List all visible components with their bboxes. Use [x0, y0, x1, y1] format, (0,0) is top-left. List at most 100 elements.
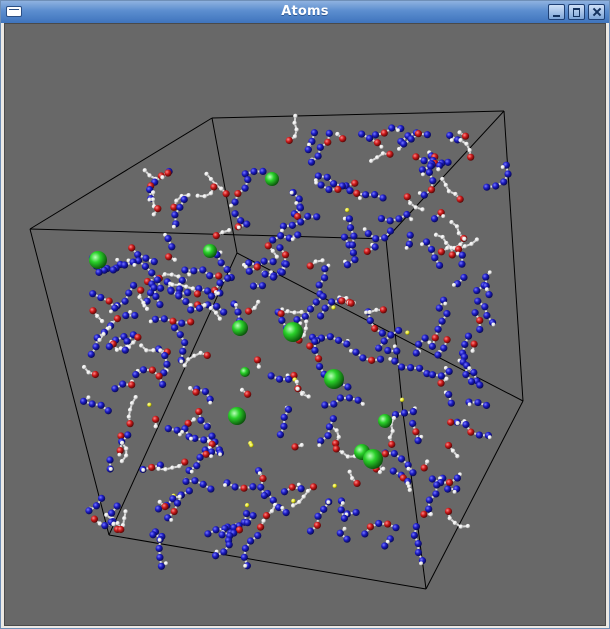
- molecule-render[interactable]: [5, 24, 605, 625]
- atom-white: [367, 309, 372, 315]
- atom-white: [404, 245, 409, 250]
- atom-blue: [326, 333, 334, 341]
- atom-blue: [438, 317, 446, 325]
- atom-blue: [423, 131, 431, 139]
- atom-blue: [187, 306, 195, 314]
- atom-green: [228, 407, 246, 425]
- atom-blue: [284, 405, 293, 414]
- atom-white: [147, 197, 152, 202]
- atom-blue: [153, 276, 162, 284]
- atom-blue: [437, 372, 445, 380]
- atom-blue: [392, 524, 400, 532]
- atom-red: [291, 443, 299, 451]
- atom-white: [163, 467, 168, 472]
- atom-white: [344, 295, 349, 301]
- atom-green: [203, 244, 217, 258]
- atom-blue: [278, 316, 286, 324]
- atom-blue: [407, 135, 415, 143]
- atom-white: [223, 483, 228, 488]
- atom-white: [299, 442, 305, 448]
- atom-blue: [412, 523, 420, 531]
- atom-blue: [242, 510, 251, 518]
- atom-blue: [349, 249, 358, 257]
- atom-blue: [244, 175, 252, 184]
- atom-white: [421, 172, 426, 177]
- atom-blue: [409, 469, 417, 477]
- atom-blue: [89, 290, 97, 298]
- minimize-button[interactable]: [548, 4, 565, 20]
- box-edge: [29, 228, 110, 536]
- atom-red: [309, 483, 318, 491]
- atom-blue: [346, 187, 354, 195]
- atom-white: [131, 340, 136, 345]
- atom-white: [295, 386, 300, 391]
- box-edge: [108, 252, 238, 536]
- box-edge: [211, 110, 505, 119]
- atom-blue: [141, 262, 150, 271]
- atom-white: [95, 313, 100, 319]
- atom-white: [153, 424, 158, 429]
- atom-red: [306, 262, 314, 270]
- atom-blue: [409, 408, 417, 416]
- atom-blue: [176, 331, 184, 339]
- atom-blue: [111, 385, 119, 393]
- atom-blue: [278, 268, 286, 276]
- atom-white: [226, 228, 232, 233]
- atom-blue: [157, 562, 166, 570]
- atom-blue: [150, 258, 158, 266]
- atom-blue: [206, 395, 214, 403]
- atom-red: [235, 526, 244, 534]
- atom-blue: [412, 349, 420, 357]
- atom-blue: [321, 401, 329, 409]
- title-bar[interactable]: Atoms: [1, 1, 609, 23]
- atom-red: [155, 372, 163, 380]
- atom-blue: [269, 273, 278, 281]
- atom-white: [447, 516, 452, 521]
- atom-blue: [178, 276, 186, 285]
- atom-blue: [423, 369, 431, 378]
- atom-blue: [282, 509, 290, 517]
- atom-white: [111, 521, 116, 527]
- atom-yellow: [249, 443, 254, 448]
- atom-blue: [184, 289, 192, 297]
- atom-white: [144, 306, 150, 312]
- atom-white: [151, 348, 156, 353]
- atom-white: [467, 366, 472, 371]
- atom-white: [280, 228, 285, 233]
- window-menu-icon[interactable]: [6, 6, 22, 17]
- molecule-3d-viewport[interactable]: [4, 23, 606, 626]
- atom-red: [353, 189, 361, 198]
- atom-yellow: [291, 498, 296, 504]
- atom-red: [212, 232, 220, 240]
- atom-blue: [178, 319, 186, 327]
- atom-white: [387, 435, 393, 440]
- atom-red: [444, 441, 453, 450]
- atom-white: [213, 310, 219, 316]
- atom-blue: [297, 218, 305, 226]
- atom-blue: [85, 507, 93, 515]
- atom-blue: [365, 134, 374, 142]
- atom-blue: [179, 347, 187, 355]
- atom-white: [169, 272, 175, 277]
- maximize-button[interactable]: [568, 4, 585, 20]
- close-button[interactable]: [588, 4, 605, 20]
- atom-white: [377, 469, 383, 475]
- atom-red: [187, 318, 195, 326]
- atom-blue: [460, 273, 468, 282]
- atom-blue: [476, 381, 484, 389]
- atom-blue: [154, 505, 163, 513]
- atom-blue: [435, 304, 443, 312]
- atom-red: [461, 132, 470, 140]
- atom-blue: [483, 183, 491, 191]
- atom-blue: [444, 158, 452, 166]
- atom-blue: [389, 467, 397, 475]
- atom-red: [137, 286, 145, 294]
- atom-blue: [241, 184, 249, 192]
- atom-white: [500, 165, 505, 170]
- atom-blue: [446, 131, 454, 140]
- atom-white: [189, 469, 194, 474]
- atom-blue: [196, 453, 204, 461]
- atom-yellow: [244, 503, 250, 508]
- atom-blue: [458, 260, 466, 268]
- atom-blue: [317, 437, 325, 445]
